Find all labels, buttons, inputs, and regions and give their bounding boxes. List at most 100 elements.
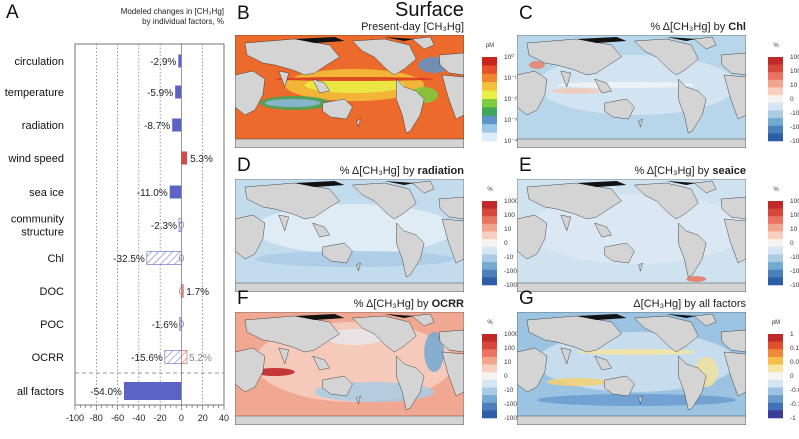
colorbar-label: -10: [504, 387, 514, 394]
colorbar-unit: %: [773, 187, 779, 193]
bar-circulation: [178, 54, 182, 68]
colorbar-swatch: [768, 125, 783, 134]
category-label: all factors: [17, 386, 65, 398]
ocean-field: [274, 77, 435, 81]
data-label: 1.7%: [186, 287, 209, 298]
colorbar-unit: pM: [486, 43, 494, 49]
ocean-field: [686, 276, 707, 282]
landmass: [244, 38, 340, 76]
map-title-factor: OCRR: [431, 298, 464, 310]
colorbar-label: -100: [504, 268, 517, 275]
map-title-g: Δ[CH₃Hg] by all factors: [633, 298, 746, 310]
panel-letter-d: D: [237, 155, 251, 176]
category-label: temperature: [5, 87, 64, 99]
map-panel-d: [235, 179, 464, 292]
sea-ice-mask: [294, 314, 415, 320]
colorbar-swatch: [768, 133, 783, 142]
map-panel-g: [517, 312, 746, 425]
colorbar-swatch: [482, 132, 497, 142]
data-label: -2.3%: [151, 221, 177, 232]
category-label: Chl: [47, 253, 64, 265]
landmass: [356, 395, 361, 405]
landmass: [411, 313, 435, 327]
chart-title-line: Modeled changes in [CH₃Hg]: [121, 7, 224, 16]
sea-ice-mask: [576, 314, 697, 320]
panel-letter-e: E: [519, 155, 532, 176]
map-title-prefix: % Δ[CH₃Hg] by: [634, 165, 713, 177]
bar-DOC: [181, 284, 184, 298]
landmass: [720, 196, 746, 220]
panel-letter-g: G: [519, 288, 534, 309]
colorbar-swatch: [482, 73, 497, 83]
colorbar-label: 10⁻⁴: [504, 138, 518, 145]
bar-OCRR-positive: [181, 350, 188, 364]
colorbar-label: -0.01: [790, 387, 799, 394]
landmass: [352, 182, 417, 220]
landmass: [396, 222, 425, 278]
x-tick-label: 0: [179, 413, 184, 423]
landmass: [441, 74, 464, 120]
colorbar-unit: %: [487, 320, 493, 326]
map-title-prefix: Δ[CH₃Hg] by all factors: [633, 298, 746, 310]
landmass: [604, 375, 635, 397]
landmass: [322, 98, 353, 120]
map-panel-c: [517, 35, 746, 148]
map-title-text: Present-day [CH₃Hg]: [361, 21, 464, 33]
map-panel-e: [517, 179, 746, 292]
colorbar-label: 10⁻¹: [504, 75, 518, 82]
landmass: [441, 218, 464, 264]
landmass: [594, 355, 612, 371]
landmass: [441, 351, 464, 397]
colorbar-swatch: [482, 223, 497, 232]
colorbar-label: 0: [790, 373, 794, 380]
category-label: circulation: [14, 56, 64, 68]
colorbar-swatch: [482, 341, 497, 350]
landmass: [312, 78, 330, 94]
colorbar-label: -0.1: [790, 401, 799, 408]
colorbar-label: 100: [504, 345, 515, 352]
colorbar-label: 0.01: [790, 359, 799, 366]
colorbar-swatch: [768, 269, 783, 278]
bar-temperature: [175, 85, 182, 99]
colorbar-label: 1000: [504, 198, 519, 205]
colorbar-label: -100: [504, 401, 517, 408]
bar-OCRR: [164, 350, 182, 364]
landmass: [693, 313, 717, 327]
data-label: 5.3%: [190, 154, 213, 165]
colorbar-label: 1000: [504, 331, 519, 338]
landmass: [594, 78, 612, 94]
plot-frame: [74, 43, 225, 406]
colorbar-label: 10⁰: [504, 53, 514, 61]
data-label: -1.6%: [152, 320, 178, 331]
colorbar-swatch: [482, 395, 497, 404]
category-label: structure: [21, 227, 64, 239]
ocean-field: [304, 77, 405, 93]
colorbar-swatch: [768, 95, 783, 104]
colorbar-swatch: [768, 349, 783, 358]
landmass: [235, 138, 464, 148]
ocean-field: [324, 329, 385, 345]
colorbar-label: -10: [790, 110, 799, 117]
colorbar-swatch: [482, 379, 497, 388]
colorbar-label: -1000: [504, 282, 521, 289]
figure-title: Surface: [395, 0, 464, 21]
colorbar-swatch: [482, 262, 497, 271]
category-label: radiation: [22, 120, 64, 132]
landmass: [396, 355, 425, 411]
map-title-d: % Δ[CH₃Hg] by radiation: [340, 165, 464, 177]
map-title-prefix: % Δ[CH₃Hg] by: [339, 165, 418, 177]
colorbar-swatch: [482, 99, 497, 108]
x-tick-label: -80: [90, 413, 103, 423]
landmass: [278, 347, 290, 365]
ocean-field: [264, 99, 321, 107]
colorbar-swatch: [768, 356, 783, 365]
bar-chart-panel-a: Modeled changes in [CH₃Hg]by individual …: [5, 7, 229, 423]
landmass: [438, 329, 464, 353]
colorbar-label: -100: [790, 124, 799, 131]
chart-title-line: by individual factors, %: [142, 17, 224, 26]
ocean-field: [556, 82, 697, 88]
colorbar-label: 0: [504, 240, 508, 247]
landmass: [723, 351, 746, 397]
landmass: [517, 282, 746, 292]
data-label: -8.7%: [144, 121, 170, 132]
